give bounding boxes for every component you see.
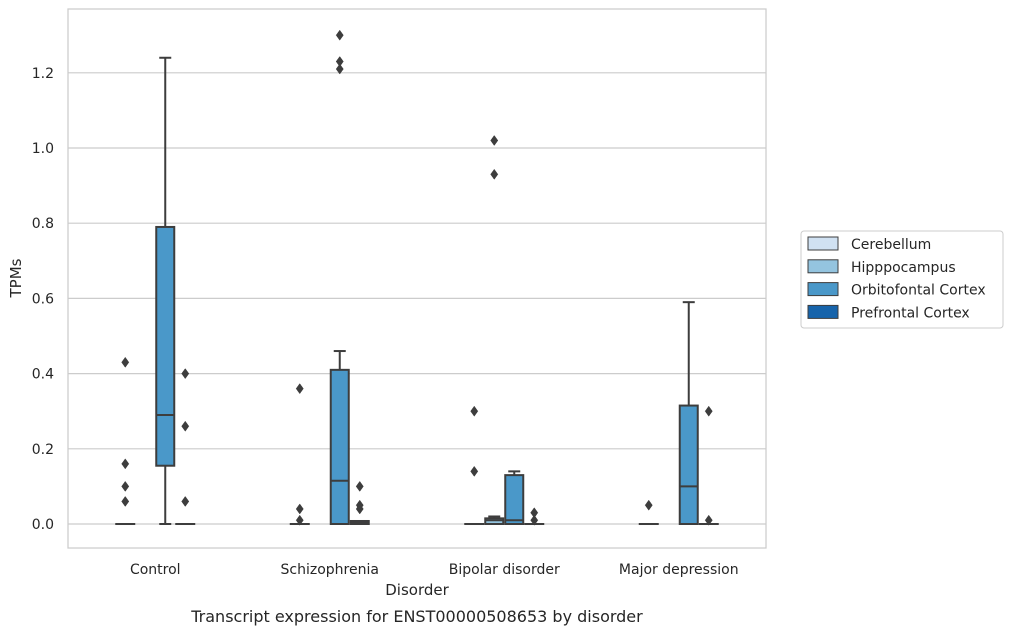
box-group (289, 383, 310, 526)
outlier-point (704, 514, 713, 526)
box-group (638, 499, 659, 526)
box-group (155, 56, 176, 525)
outlier-point (470, 405, 479, 417)
outlier-point (335, 63, 344, 75)
legend-label: Orbitofontal Cortex (851, 283, 986, 299)
y-axis-title: TPMs (7, 258, 25, 298)
x-tick-label: Schizophrenia (281, 562, 379, 578)
outlier-point (121, 496, 130, 507)
x-tick-label: Bipolar disorder (449, 562, 560, 578)
legend-label: Hipppocampus (851, 260, 956, 276)
legend-item: Orbitofontal Cortex (807, 282, 986, 299)
outlier-point (121, 480, 130, 492)
y-tick-label: 0.4 (32, 367, 54, 383)
x-tick-label: Control (130, 562, 181, 578)
y-tick-label: 0.0 (32, 517, 54, 533)
box-group (464, 405, 485, 526)
box-group (524, 507, 545, 526)
outlier-point (121, 356, 130, 368)
outlier-point (470, 465, 479, 477)
y-tick-labels: 0.0 0.2 0.4 0.6 0.8 1.0 1.2 (32, 66, 54, 533)
box-group (349, 480, 370, 526)
legend-swatch (807, 282, 839, 297)
legend-swatch (807, 304, 839, 319)
outlier-point (181, 496, 190, 507)
outlier-point (181, 368, 190, 380)
legend-swatch (807, 259, 839, 274)
outlier-point (644, 499, 653, 511)
box (155, 225, 176, 467)
box (678, 404, 699, 525)
plot-frame (67, 8, 767, 549)
outlier-point (295, 503, 304, 515)
box (504, 474, 525, 525)
outlier-point (295, 514, 304, 526)
box-group (504, 470, 525, 525)
box-group (329, 29, 350, 525)
y-tick-label: 1.0 (32, 141, 54, 157)
legend-frame (800, 230, 1004, 329)
box-group (678, 301, 699, 525)
legend: Cerebellum Hipppocampus Orbitofontal Corte… (800, 230, 1004, 329)
x-tick-label: Major depression (619, 562, 739, 578)
outlier-point (355, 480, 364, 492)
outlier-point (181, 420, 190, 432)
y-tick-label: 0.8 (32, 216, 54, 232)
legend-swatch (807, 236, 839, 251)
outlier-point (490, 168, 499, 180)
outlier-point (355, 503, 364, 515)
legend-item: Hipppocampus (807, 259, 956, 276)
boxes-layer (115, 29, 719, 526)
x-axis-title: Disorder (385, 581, 449, 599)
outlier-point (121, 458, 130, 470)
legend-label: Cerebellum (851, 237, 931, 253)
chart-caption: Transcript expression for ENST0000050865… (190, 607, 643, 626)
box-group (698, 405, 719, 526)
y-tick-label: 0.6 (32, 291, 54, 307)
outlier-point (530, 514, 539, 526)
legend-item: Prefrontal Cortex (807, 304, 970, 321)
outlier-point (490, 135, 499, 146)
box-group (175, 368, 196, 526)
legend-label: Prefrontal Cortex (851, 305, 970, 321)
box-group (484, 135, 505, 525)
box (329, 368, 350, 525)
outlier-point (704, 405, 713, 417)
y-tick-label: 0.2 (32, 442, 54, 458)
y-tick-label: 1.2 (32, 66, 54, 82)
outlier-point (295, 383, 304, 395)
outlier-point (335, 29, 344, 41)
box-group (115, 356, 136, 526)
x-tick-labels: Control Schizophrenia Bipolar disorder Majo… (130, 562, 739, 578)
legend-item: Cerebellum (807, 236, 931, 253)
